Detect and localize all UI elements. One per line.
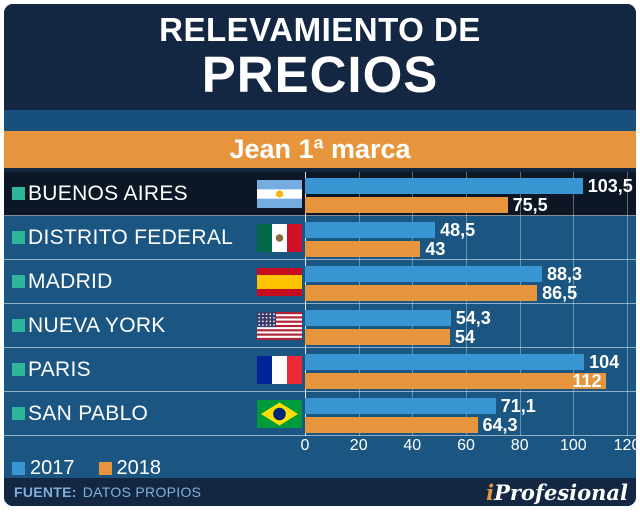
- gridline: [573, 172, 575, 436]
- title-band: RELEVAMIENTO DE PRECIOS: [4, 4, 636, 110]
- bar-2018-san-pablo: [305, 417, 478, 433]
- flag-france-icon: [257, 356, 302, 384]
- page-title-line2: PRECIOS: [201, 45, 439, 103]
- page-title-line1: RELEVAMIENTO DE: [159, 10, 481, 48]
- flag-argentina: [257, 180, 302, 208]
- city-bullet-icon: [12, 319, 25, 332]
- divider-strip: [4, 110, 636, 131]
- bar-value-label: 43: [425, 238, 446, 259]
- city-label: SAN PABLO: [28, 401, 149, 425]
- bar-2018-nueva-york: [305, 329, 450, 345]
- gridline: [519, 172, 521, 436]
- city-bullet-icon: [12, 187, 25, 200]
- bar-2018-buenos-aires: [305, 197, 508, 213]
- bar-value-label: 75,5: [512, 194, 548, 215]
- source-text: FUENTE: DATOS PROPIOS: [14, 484, 201, 500]
- legend-item-2018: 2018: [98, 456, 162, 480]
- gridline: [466, 172, 467, 436]
- brand-prefix: i: [486, 479, 495, 505]
- city-row: NUEVA YORK 54,3 54: [4, 304, 636, 348]
- flag-mexico: [257, 224, 302, 252]
- flag-spain-icon: [257, 268, 302, 296]
- flag-spain: [257, 268, 302, 296]
- bar-2017-buenos-aires: [305, 178, 583, 194]
- bar-value-label: 86,5: [542, 282, 578, 303]
- band-gap: [4, 168, 636, 172]
- bar-chart-area: BUENOS AIRES 103,5 75,5 DISTRITO FEDERAL 48,…: [4, 172, 636, 436]
- bar-value-label: 54,3: [455, 307, 491, 328]
- city-row: BUENOS AIRES 103,5 75,5: [4, 172, 636, 216]
- chart-panel: RELEVAMIENTO DE PRECIOS Jean 1ª marca BU…: [4, 4, 636, 506]
- bar-value-label: 54: [454, 326, 475, 347]
- axis-baseline: [305, 172, 306, 436]
- x-tick-label: 60: [457, 437, 475, 454]
- legend-label: 2017: [30, 456, 75, 479]
- gridline: [412, 172, 414, 436]
- x-tick-label: 100: [559, 437, 587, 454]
- source-value: DATOS PROPIOS: [82, 484, 202, 500]
- footer-bar: FUENTE: DATOS PROPIOS iProfesional: [4, 478, 636, 506]
- legend-swatch-2018-icon: [98, 461, 112, 475]
- bar-value-label: 48,5: [440, 219, 476, 240]
- bar-value-label: 88,3: [546, 263, 582, 284]
- x-tick-label: 20: [349, 437, 368, 454]
- brand-text: Profesional: [494, 479, 628, 505]
- gridline: [358, 172, 360, 436]
- brand-logo: iProfesional: [486, 480, 628, 505]
- flag-usa: [257, 312, 302, 340]
- bar-2017-san-pablo: [305, 398, 496, 414]
- city-label: BUENOS AIRES: [28, 181, 188, 205]
- city-label: DISTRITO FEDERAL: [28, 225, 234, 249]
- flag-mexico-icon: [257, 224, 302, 252]
- bar-2017-distrito-federal: [305, 222, 436, 238]
- bar-2017-nueva-york: [305, 310, 451, 326]
- gridline: [627, 172, 628, 436]
- bar-value-label: 112: [572, 370, 602, 391]
- city-row: SAN PABLO 71,1 64,3: [4, 392, 636, 436]
- x-tick-label: 120: [613, 437, 636, 454]
- x-axis: 0 20 40 60 80 100 120: [4, 436, 636, 458]
- city-row: PARIS 104 112: [4, 348, 636, 392]
- bar-2018-distrito-federal: [305, 241, 421, 257]
- bar-value-label: 64,3: [482, 414, 518, 435]
- legend-swatch-2017-icon: [12, 461, 25, 475]
- bar-value-label: 71,1: [500, 395, 536, 416]
- bar-value-label: 104: [589, 351, 620, 372]
- legend-item-2017: 2017: [12, 457, 75, 480]
- bar-2017-madrid: [305, 266, 542, 282]
- city-label: MADRID: [28, 269, 113, 293]
- city-row: DISTRITO FEDERAL 48,5 43: [4, 216, 636, 260]
- city-label: NUEVA YORK: [28, 313, 166, 337]
- subtitle-band: Jean 1ª marca: [4, 131, 636, 168]
- city-label: PARIS: [28, 357, 91, 381]
- legend: 2017 2018: [4, 456, 636, 480]
- city-bullet-icon: [12, 231, 25, 244]
- legend-label: 2018: [116, 456, 162, 479]
- bar-value-label: 103,5: [587, 175, 633, 196]
- x-tick-label: 80: [510, 437, 529, 454]
- city-row: MADRID 88,3 86,5: [4, 260, 636, 304]
- bar-2017-paris: [305, 354, 585, 370]
- bar-2018-madrid: [305, 285, 538, 301]
- source-label: FUENTE:: [14, 484, 77, 500]
- x-tick-label: 0: [300, 437, 310, 454]
- x-tick-label: 40: [403, 437, 422, 454]
- city-bullet-icon: [12, 363, 25, 376]
- subtitle-label: Jean 1ª marca: [229, 134, 411, 164]
- flag-brazil-icon: [257, 400, 302, 428]
- bar-2018-paris: [305, 373, 606, 389]
- city-bullet-icon: [12, 407, 25, 420]
- flag-brazil: [257, 400, 302, 428]
- city-bullet-icon: [12, 275, 25, 288]
- flag-usa-icon: [257, 312, 302, 340]
- flag-argentina-icon: [257, 180, 302, 208]
- flag-france: [257, 356, 302, 384]
